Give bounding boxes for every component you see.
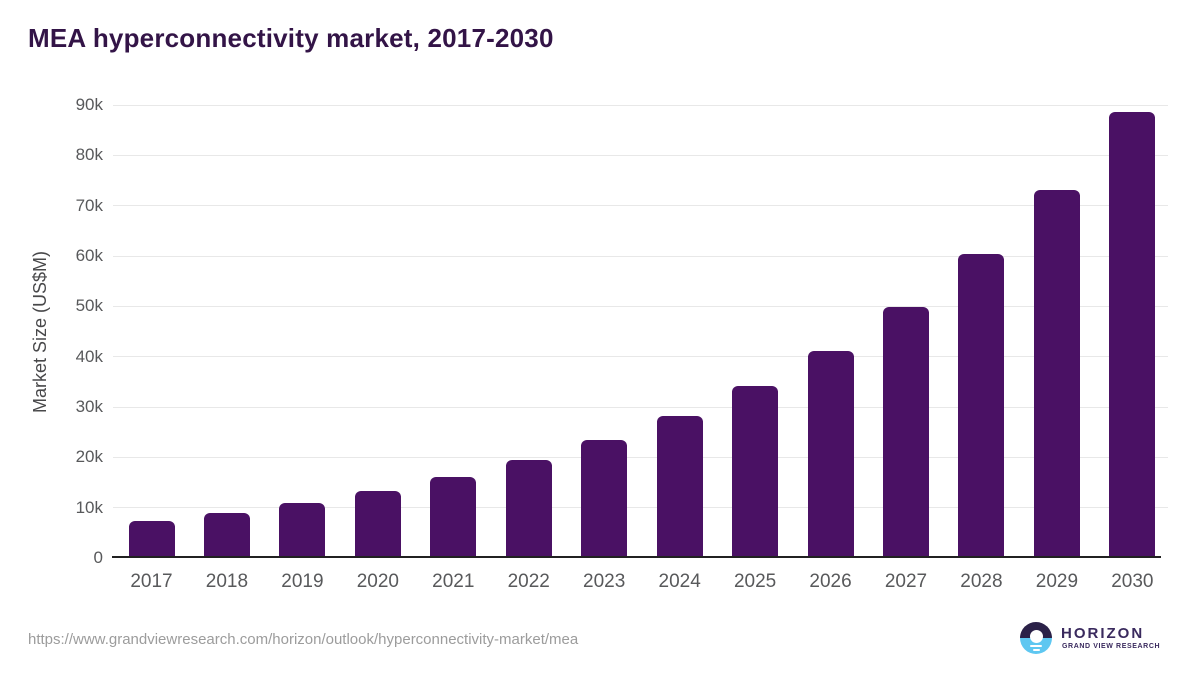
x-tick-label: 2024: [658, 571, 701, 592]
bar-2025: [732, 386, 779, 558]
gridline: [113, 255, 1168, 257]
y-tick-label: 0: [93, 548, 103, 567]
gridline: [113, 205, 1168, 207]
page-title: MEA hyperconnectivity market, 2017-2030: [28, 23, 554, 53]
gridline: [113, 456, 1168, 458]
bar-2020: [354, 491, 401, 558]
y-tick-label: 60k: [75, 246, 103, 265]
x-tick-label: 2022: [507, 571, 550, 592]
bar-2021: [430, 476, 477, 558]
bar-2018: [203, 512, 250, 558]
water-ripple-icon: [1030, 645, 1042, 648]
x-tick-label: 2028: [960, 571, 1003, 592]
y-tick-label: 30k: [75, 397, 103, 416]
x-tick-label: 2026: [809, 571, 852, 592]
x-tick-label: 2029: [1035, 571, 1079, 592]
x-tick-label: 2027: [884, 571, 928, 592]
y-tick-label: 10k: [75, 497, 103, 517]
bar-2023: [581, 440, 628, 558]
x-tick-label: 2030: [1111, 571, 1154, 592]
bar-2029: [1033, 190, 1080, 558]
bar-2019: [279, 502, 326, 558]
x-axis-line: [112, 556, 1161, 558]
x-tick-label: 2017: [130, 571, 173, 592]
x-tick-label: 2025: [733, 571, 777, 592]
source-url: https://www.grandviewresearch.com/horizo…: [28, 631, 579, 648]
gridline: [113, 104, 1168, 106]
bar-2026: [807, 350, 854, 558]
gridline: [113, 356, 1168, 358]
bar-2030: [1109, 111, 1156, 558]
gridline: [113, 305, 1168, 307]
y-tick-label: 50k: [75, 296, 103, 316]
x-tick-label: 2020: [356, 571, 399, 592]
y-tick-label: 20k: [75, 447, 103, 467]
logo-subtitle: GRAND VIEW RESEARCH: [1062, 643, 1161, 650]
x-tick-label: 2019: [281, 571, 324, 592]
gridline: [113, 154, 1168, 156]
water-ripple-icon: [1032, 649, 1040, 652]
bar-2017: [128, 520, 175, 558]
sun-circle-icon: [1029, 630, 1043, 643]
y-tick-label: 80k: [75, 145, 103, 165]
horizon-logo: HORIZON GRAND VIEW RESEARCH: [1020, 622, 1172, 658]
x-tick-label: 2018: [205, 571, 249, 592]
y-tick-label: 90k: [75, 95, 103, 114]
bar-2027: [883, 306, 929, 558]
x-tick-label: 2023: [583, 571, 626, 592]
bar-2024: [656, 416, 703, 558]
x-tick-label: 2021: [432, 571, 475, 592]
y-tick-label: 70k: [75, 195, 103, 215]
gridline: [113, 406, 1168, 408]
bar-2022: [505, 460, 552, 558]
bar-2028: [958, 253, 1005, 558]
gridline: [113, 507, 1168, 509]
horizon-sun-icon: [1020, 622, 1052, 654]
logo-title: HORIZON: [1061, 625, 1145, 642]
y-tick-label: 40k: [75, 346, 103, 366]
